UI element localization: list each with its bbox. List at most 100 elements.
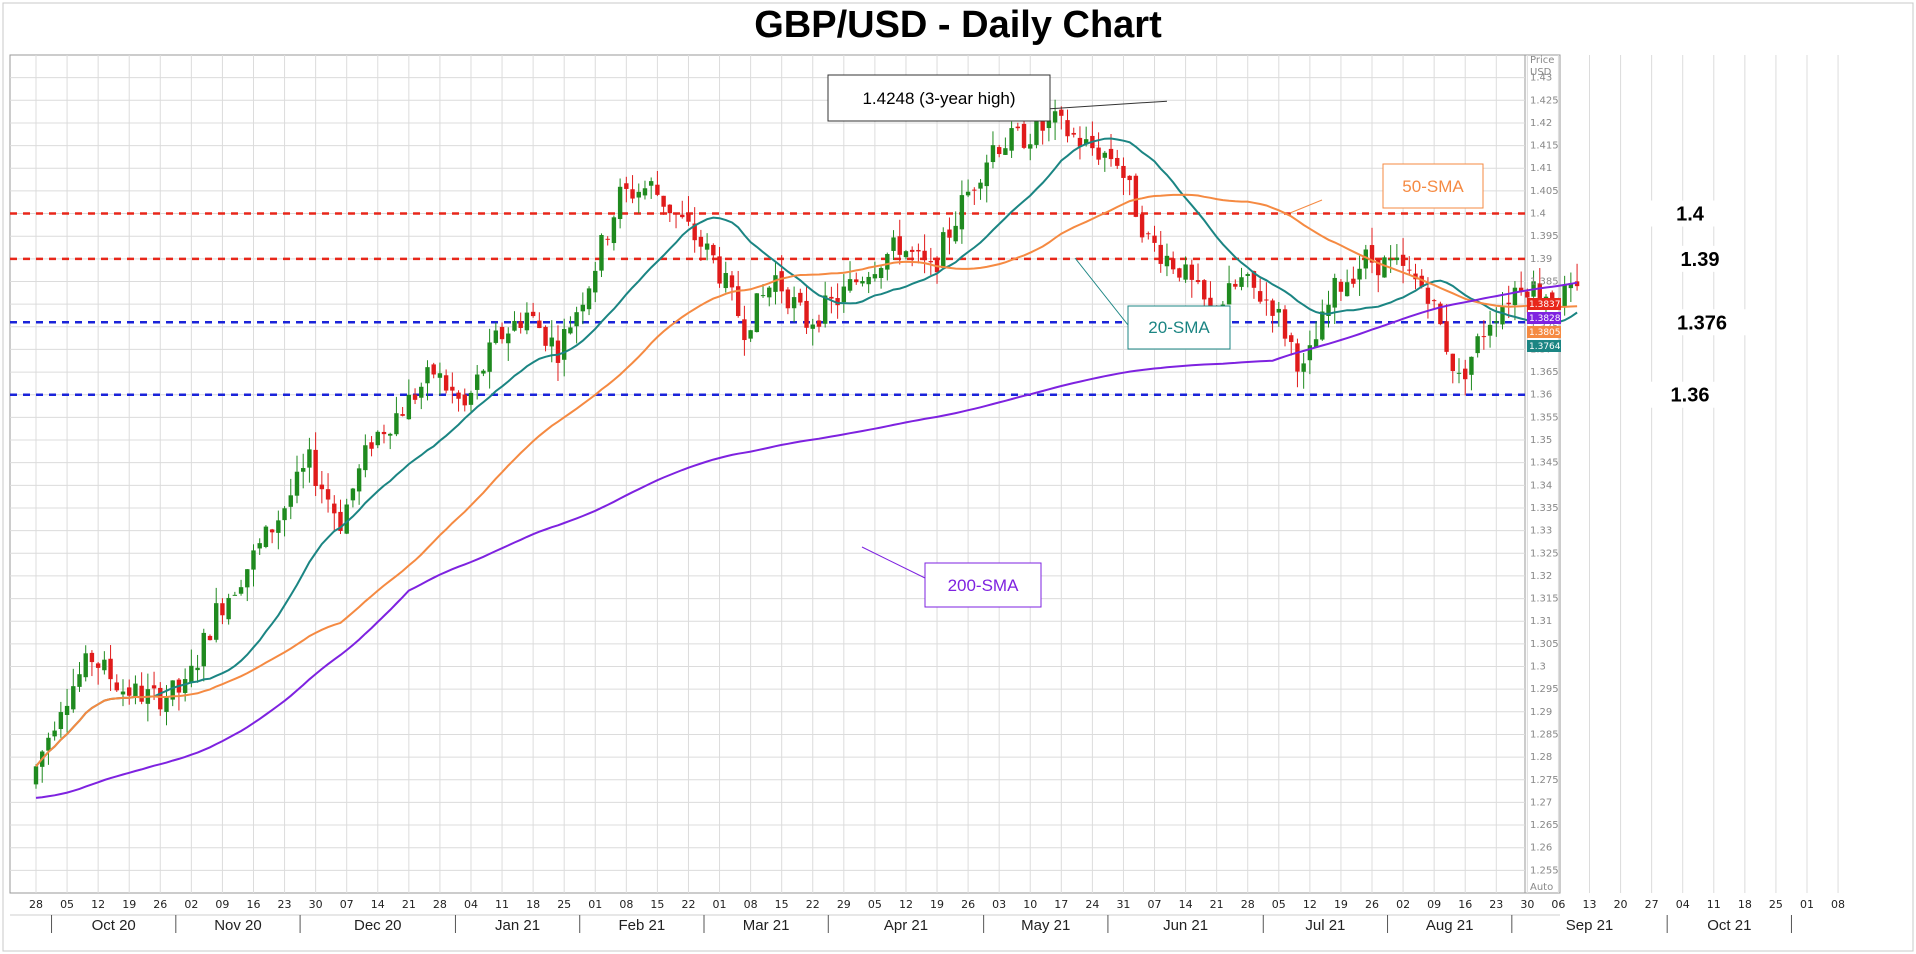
x-day-label: 30 (1520, 898, 1534, 911)
annotation-leader (1289, 199, 1323, 214)
level-label-bg (1656, 245, 1744, 272)
candle-body (1289, 335, 1294, 342)
x-month-label: Jul 21 (1305, 917, 1345, 934)
plot-frame (9, 54, 1526, 894)
candle-body (698, 236, 704, 247)
candle-body (1494, 321, 1499, 323)
candle-body (450, 386, 455, 391)
candle-body (1028, 144, 1033, 149)
candle-body (263, 526, 269, 547)
candle-body (593, 270, 598, 293)
candle-body (58, 712, 64, 730)
y-tick-label: 1.405 (1530, 186, 1559, 197)
candle-body (1506, 302, 1511, 305)
x-month-label: Oct 21 (1707, 917, 1751, 934)
y-tick-label: 1.43 (1530, 73, 1552, 84)
candle-body (1512, 287, 1518, 306)
candle-body (1574, 281, 1580, 287)
x-day-label: 26 (153, 898, 167, 911)
x-day-label: 01 (588, 898, 602, 911)
annotation-box (1127, 305, 1231, 350)
x-day-label: 21 (402, 898, 416, 911)
x-month-label: Dec 20 (354, 917, 402, 934)
x-day-label: 11 (1707, 898, 1721, 911)
candle-body (760, 295, 766, 297)
candle-body (1438, 303, 1443, 325)
candle-body (1034, 119, 1039, 145)
candle-body (1233, 283, 1238, 287)
y-tick-label: 1.355 (1530, 412, 1559, 423)
candle-body (561, 329, 567, 360)
price-tag-bg (1527, 326, 1561, 338)
candle-body (1133, 175, 1139, 217)
candle-body (52, 730, 57, 737)
candle-body (1015, 126, 1021, 129)
y-tick-label: 1.27 (1530, 797, 1552, 808)
candle-body (1425, 287, 1431, 304)
chart-title: GBP/USD - Daily Chart (754, 4, 1162, 46)
candles (33, 99, 1580, 789)
candle-body (1276, 308, 1281, 313)
candle-body (816, 320, 822, 327)
x-month-label: Apr 21 (884, 917, 928, 934)
candle-body (748, 330, 753, 339)
x-day-label: 30 (309, 898, 323, 911)
x-day-label: 23 (1489, 898, 1503, 911)
candle-body (686, 212, 691, 222)
candle-body (1382, 257, 1387, 278)
x-day-label: 28 (29, 898, 43, 911)
candle-body (1183, 264, 1188, 280)
candle-body (238, 587, 244, 594)
candle-body (909, 249, 915, 252)
candle-body (1139, 214, 1145, 238)
candle-body (387, 433, 393, 436)
x-day-label: 02 (1396, 898, 1410, 911)
price-tag-label: 1.3828 (1529, 314, 1561, 324)
horizontal-levels: 1.4 1.39 1.376 1.36 (10, 200, 1746, 408)
candle-body (729, 275, 735, 288)
candle-body (922, 250, 927, 261)
x-day-label: 05 (60, 898, 74, 911)
x-day-label: 23 (278, 898, 292, 911)
candle-body (400, 414, 405, 416)
candle-body (1282, 309, 1288, 339)
candle-body (406, 394, 412, 420)
candle-body (1096, 147, 1101, 160)
candle-body (1108, 148, 1114, 160)
candle-body (798, 292, 803, 303)
candle-body (1320, 311, 1325, 340)
candle-body (692, 223, 697, 241)
candle-body (201, 632, 206, 667)
candle-body (630, 189, 635, 199)
candle-body (847, 279, 853, 291)
y-tick-label: 1.365 (1530, 367, 1559, 378)
x-day-label: 01 (1800, 898, 1814, 911)
candle-body (288, 495, 293, 507)
candle-body (854, 279, 859, 283)
candle-body (114, 682, 119, 691)
candle-body (1059, 109, 1064, 116)
candle-body (1115, 157, 1120, 166)
y-tick-label: 1.26 (1530, 843, 1552, 854)
candle-body (1170, 258, 1176, 270)
candle-body (1550, 292, 1555, 301)
level-label-bg (1658, 309, 1746, 336)
candle-body (1146, 233, 1151, 235)
candle-body (611, 217, 617, 244)
x-day-label: 18 (526, 898, 540, 911)
candle-body (1307, 345, 1313, 361)
candle-body (897, 236, 902, 255)
candle-body (928, 261, 934, 263)
annotation-box (1382, 163, 1484, 209)
candle-body (568, 327, 573, 334)
candle-body (1376, 259, 1381, 276)
candle-body (642, 188, 648, 196)
candle-body (785, 289, 791, 309)
candle-body (120, 691, 126, 695)
candle-body (338, 511, 343, 531)
x-day-label: 12 (899, 898, 913, 911)
candle-body (158, 687, 163, 710)
candle-body (1518, 287, 1524, 292)
price-tag-label: 1.3805 (1529, 328, 1561, 338)
